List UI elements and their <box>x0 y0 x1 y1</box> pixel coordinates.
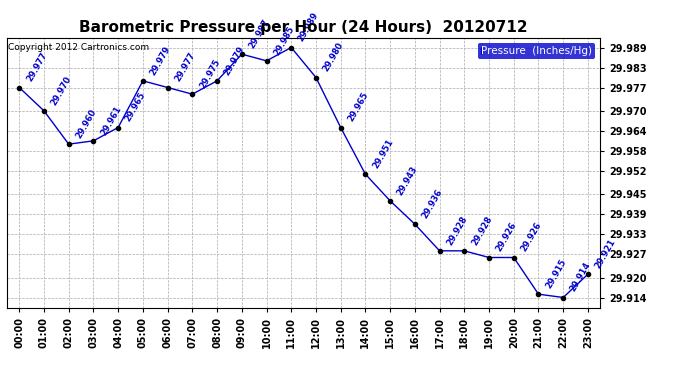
Legend: Pressure  (Inches/Hg): Pressure (Inches/Hg) <box>478 43 595 59</box>
Text: 29.926: 29.926 <box>495 221 519 254</box>
Text: 29.970: 29.970 <box>50 74 73 106</box>
Text: 29.943: 29.943 <box>395 164 420 196</box>
Text: 29.980: 29.980 <box>322 41 346 74</box>
Text: 29.914: 29.914 <box>569 261 593 293</box>
Text: 29.979: 29.979 <box>148 44 172 76</box>
Text: 29.987: 29.987 <box>247 18 271 50</box>
Text: 29.960: 29.960 <box>75 108 98 140</box>
Text: 29.926: 29.926 <box>520 221 543 254</box>
Text: 29.921: 29.921 <box>593 237 618 270</box>
Text: 29.979: 29.979 <box>223 44 246 76</box>
Text: 29.965: 29.965 <box>124 91 148 123</box>
Text: 29.915: 29.915 <box>544 258 568 290</box>
Text: 29.928: 29.928 <box>445 214 469 247</box>
Text: 29.936: 29.936 <box>420 188 444 220</box>
Text: 29.951: 29.951 <box>371 138 395 170</box>
Text: 29.928: 29.928 <box>470 214 494 247</box>
Text: 29.977: 29.977 <box>25 51 49 83</box>
Text: 29.989: 29.989 <box>297 11 321 44</box>
Title: Barometric Pressure per Hour (24 Hours)  20120712: Barometric Pressure per Hour (24 Hours) … <box>79 20 528 35</box>
Text: 29.961: 29.961 <box>99 104 123 136</box>
Text: 29.977: 29.977 <box>173 51 197 83</box>
Text: 29.965: 29.965 <box>346 91 371 123</box>
Text: Copyright 2012 Cartronics.com: Copyright 2012 Cartronics.com <box>8 43 149 52</box>
Text: 29.985: 29.985 <box>272 24 296 57</box>
Text: 29.975: 29.975 <box>198 58 221 90</box>
